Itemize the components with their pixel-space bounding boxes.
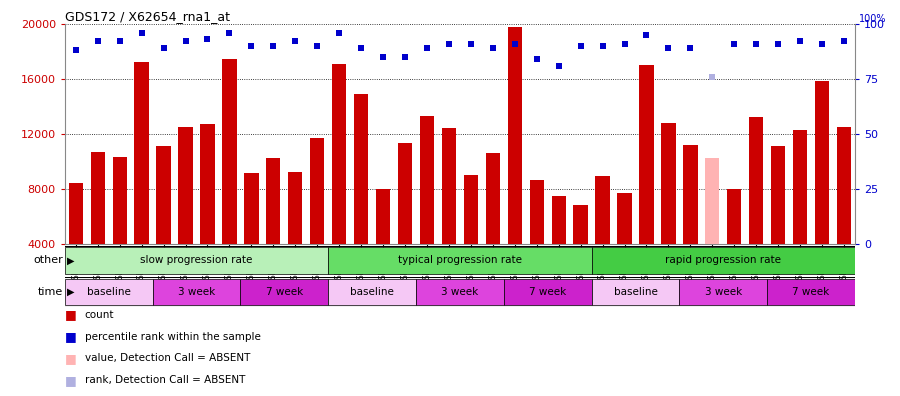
Text: rapid progression rate: rapid progression rate (665, 255, 781, 265)
Bar (65, 247, 328, 274)
Bar (749, 117, 763, 244)
Bar (706, 158, 719, 244)
Bar (65, 279, 153, 305)
Bar (244, 173, 258, 244)
Text: ▶: ▶ (67, 255, 74, 265)
Bar (240, 279, 328, 305)
Text: ▶: ▶ (67, 287, 74, 297)
Text: 100%: 100% (860, 14, 886, 24)
Bar (328, 279, 416, 305)
Bar (442, 128, 456, 244)
Text: 3 week: 3 week (441, 287, 479, 297)
Text: 3 week: 3 week (178, 287, 215, 297)
Bar (91, 152, 105, 244)
Bar (504, 279, 591, 305)
Bar (419, 116, 434, 244)
Bar (591, 247, 855, 274)
Text: baseline: baseline (614, 287, 657, 297)
Bar (178, 127, 193, 244)
Bar (617, 193, 632, 244)
Bar (310, 138, 324, 244)
Text: baseline: baseline (350, 287, 394, 297)
Text: 7 week: 7 week (529, 287, 566, 297)
Text: 3 week: 3 week (705, 287, 742, 297)
Bar (416, 279, 504, 305)
Text: ■: ■ (65, 330, 76, 343)
Text: rank, Detection Call = ABSENT: rank, Detection Call = ABSENT (85, 375, 245, 385)
Bar (596, 176, 609, 244)
Text: value, Detection Call = ABSENT: value, Detection Call = ABSENT (85, 353, 250, 364)
Bar (529, 180, 544, 244)
Bar (680, 279, 767, 305)
Bar (354, 94, 368, 244)
Bar (508, 27, 522, 244)
Bar (134, 62, 148, 244)
Bar (727, 188, 742, 244)
Text: count: count (85, 310, 114, 320)
Bar (328, 247, 591, 274)
Bar (68, 183, 83, 244)
Bar (591, 279, 680, 305)
Bar (573, 205, 588, 244)
Text: other: other (33, 255, 63, 265)
Bar (332, 64, 347, 244)
Bar (767, 279, 855, 305)
Bar (552, 196, 566, 244)
Text: ■: ■ (65, 374, 76, 386)
Text: time: time (38, 287, 63, 297)
Bar (222, 59, 237, 244)
Bar (288, 172, 302, 244)
Bar (464, 175, 478, 244)
Text: typical progression rate: typical progression rate (398, 255, 522, 265)
Bar (814, 82, 829, 244)
Bar (662, 123, 676, 244)
Bar (793, 129, 807, 244)
Bar (639, 65, 653, 244)
Bar (398, 143, 412, 244)
Text: ■: ■ (65, 352, 76, 365)
Bar (771, 146, 786, 244)
Bar (153, 279, 240, 305)
Bar (376, 189, 391, 244)
Bar (112, 157, 127, 244)
Text: 7 week: 7 week (793, 287, 830, 297)
Bar (837, 127, 851, 244)
Bar (486, 153, 500, 244)
Text: GDS172 / X62654_rna1_at: GDS172 / X62654_rna1_at (65, 10, 230, 23)
Text: baseline: baseline (86, 287, 130, 297)
Text: percentile rank within the sample: percentile rank within the sample (85, 331, 260, 342)
Bar (201, 124, 214, 244)
Text: 7 week: 7 week (266, 287, 303, 297)
Text: ■: ■ (65, 308, 76, 321)
Bar (266, 158, 281, 244)
Bar (157, 146, 171, 244)
Bar (683, 145, 698, 244)
Text: slow progression rate: slow progression rate (140, 255, 253, 265)
